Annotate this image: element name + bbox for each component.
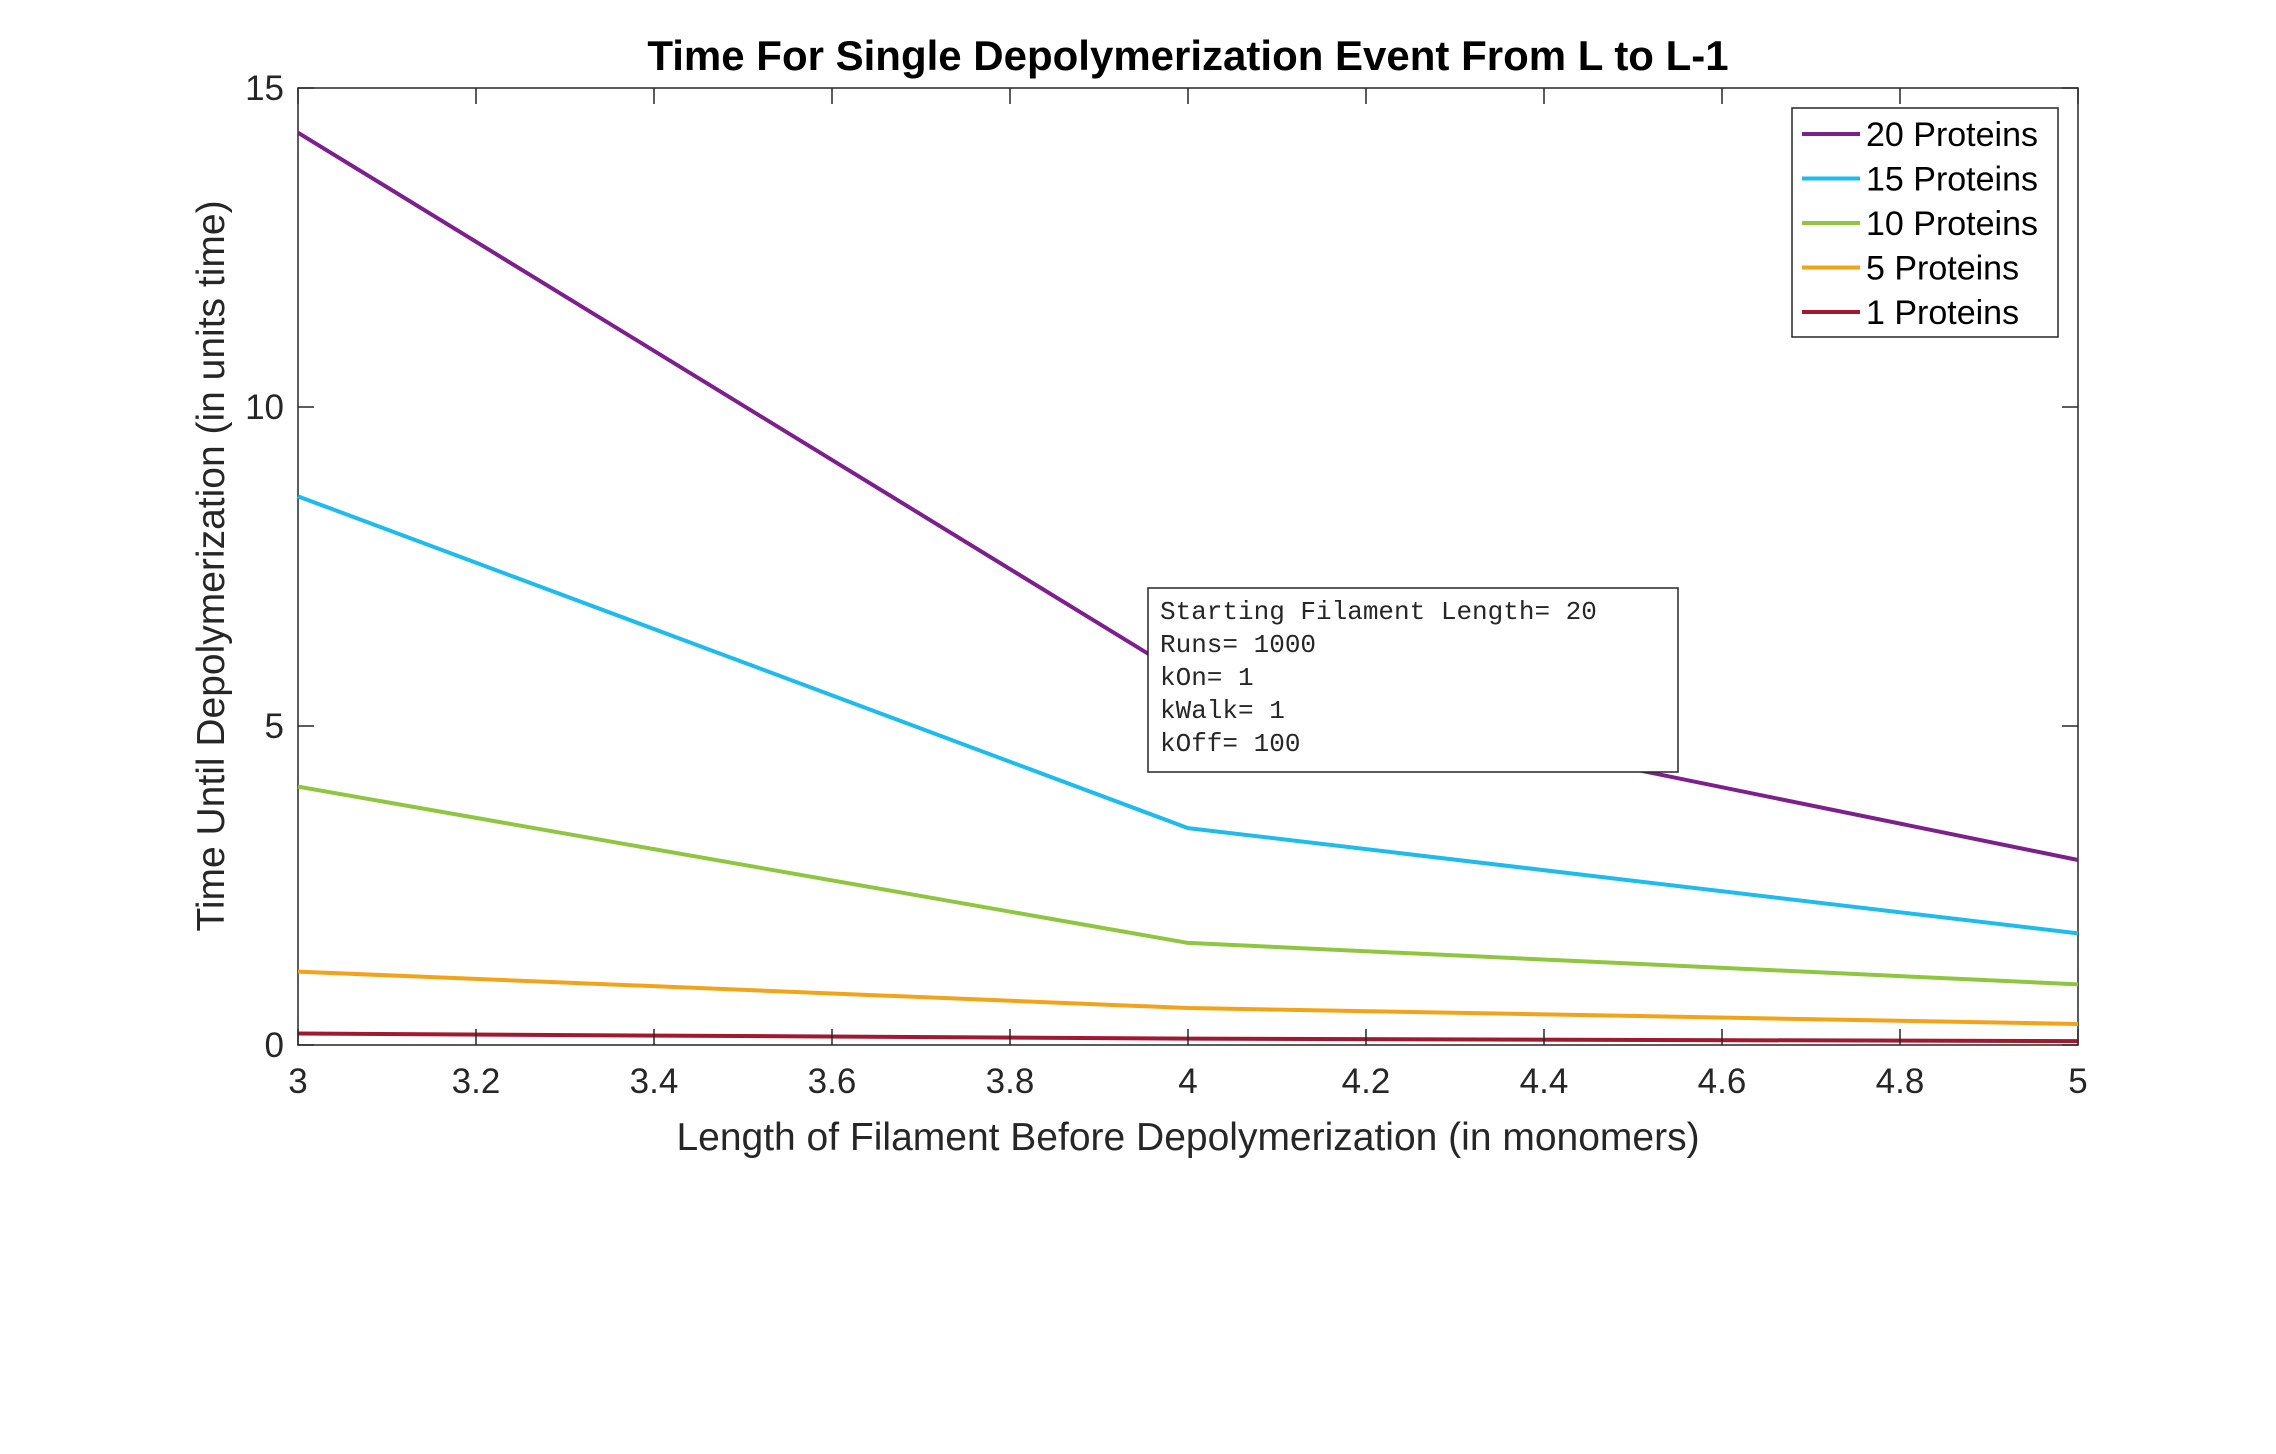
x-tick-label: 4.4 xyxy=(1520,1062,1569,1101)
annotation-line: kOff= 100 xyxy=(1160,729,1300,759)
annotation-frame xyxy=(1147,587,1679,773)
legend-label: 15 Proteins xyxy=(1866,161,2038,199)
x-tick-label: 3.6 xyxy=(808,1062,857,1101)
plot-frame xyxy=(297,87,2079,1046)
series-line-10-proteins xyxy=(297,784,2079,987)
y-tick-label: 10 xyxy=(245,388,284,427)
annotation-line: kOn= 1 xyxy=(1160,663,1254,693)
legend-label: 10 Proteins xyxy=(1866,205,2038,243)
x-tick-label: 3.4 xyxy=(630,1062,679,1101)
x-tick-label: 4.6 xyxy=(1698,1062,1747,1101)
y-tick-label: 15 xyxy=(245,69,284,108)
x-tick-label: 3 xyxy=(288,1062,307,1101)
annotation-line: Runs= 1000 xyxy=(1160,630,1316,660)
chart-title: Time For Single Depolymerization Event F… xyxy=(647,32,1728,79)
y-tick-label: 5 xyxy=(265,707,284,746)
x-tick-label: 5 xyxy=(2068,1062,2087,1101)
y-axis-label: Time Until Depolymerization (in units ti… xyxy=(190,200,233,931)
legend-label: 5 Proteins xyxy=(1866,250,2019,288)
y-tick-label: 0 xyxy=(265,1026,284,1065)
x-tick-label: 3.2 xyxy=(452,1062,501,1101)
legend-label: 1 Proteins xyxy=(1866,294,2019,332)
x-axis: 3 3.2 3.4 3.6 3.8 4 4.2 4.4 4.6 4.8 5 xyxy=(288,88,2088,1101)
legend: 20 Proteins 15 Proteins 10 Proteins 5 Prote… xyxy=(1791,107,2059,338)
x-tick-label: 4.8 xyxy=(1876,1062,1925,1101)
plot-area xyxy=(296,87,2079,1046)
x-tick-label: 4 xyxy=(1178,1062,1197,1101)
legend-items: 20 Proteins 15 Proteins 10 Proteins 5 Prote… xyxy=(1802,116,2038,332)
annotation-box: Starting Filament Length= 20 Runs= 1000 … xyxy=(1147,587,1679,773)
y-axis: 0 5 10 15 xyxy=(245,69,2078,1065)
x-tick-label: 4.2 xyxy=(1342,1062,1391,1101)
annotation-line: kWalk= 1 xyxy=(1160,696,1285,726)
x-axis-label: Length of Filament Before Depolymerizati… xyxy=(676,1116,1699,1159)
legend-label: 20 Proteins xyxy=(1866,116,2038,154)
x-tick-label: 3.8 xyxy=(986,1062,1035,1101)
series-line-15-proteins xyxy=(297,494,2079,936)
annotation-line: Starting Filament Length= 20 xyxy=(1160,597,1597,627)
series-line-5-proteins xyxy=(297,969,2079,1026)
